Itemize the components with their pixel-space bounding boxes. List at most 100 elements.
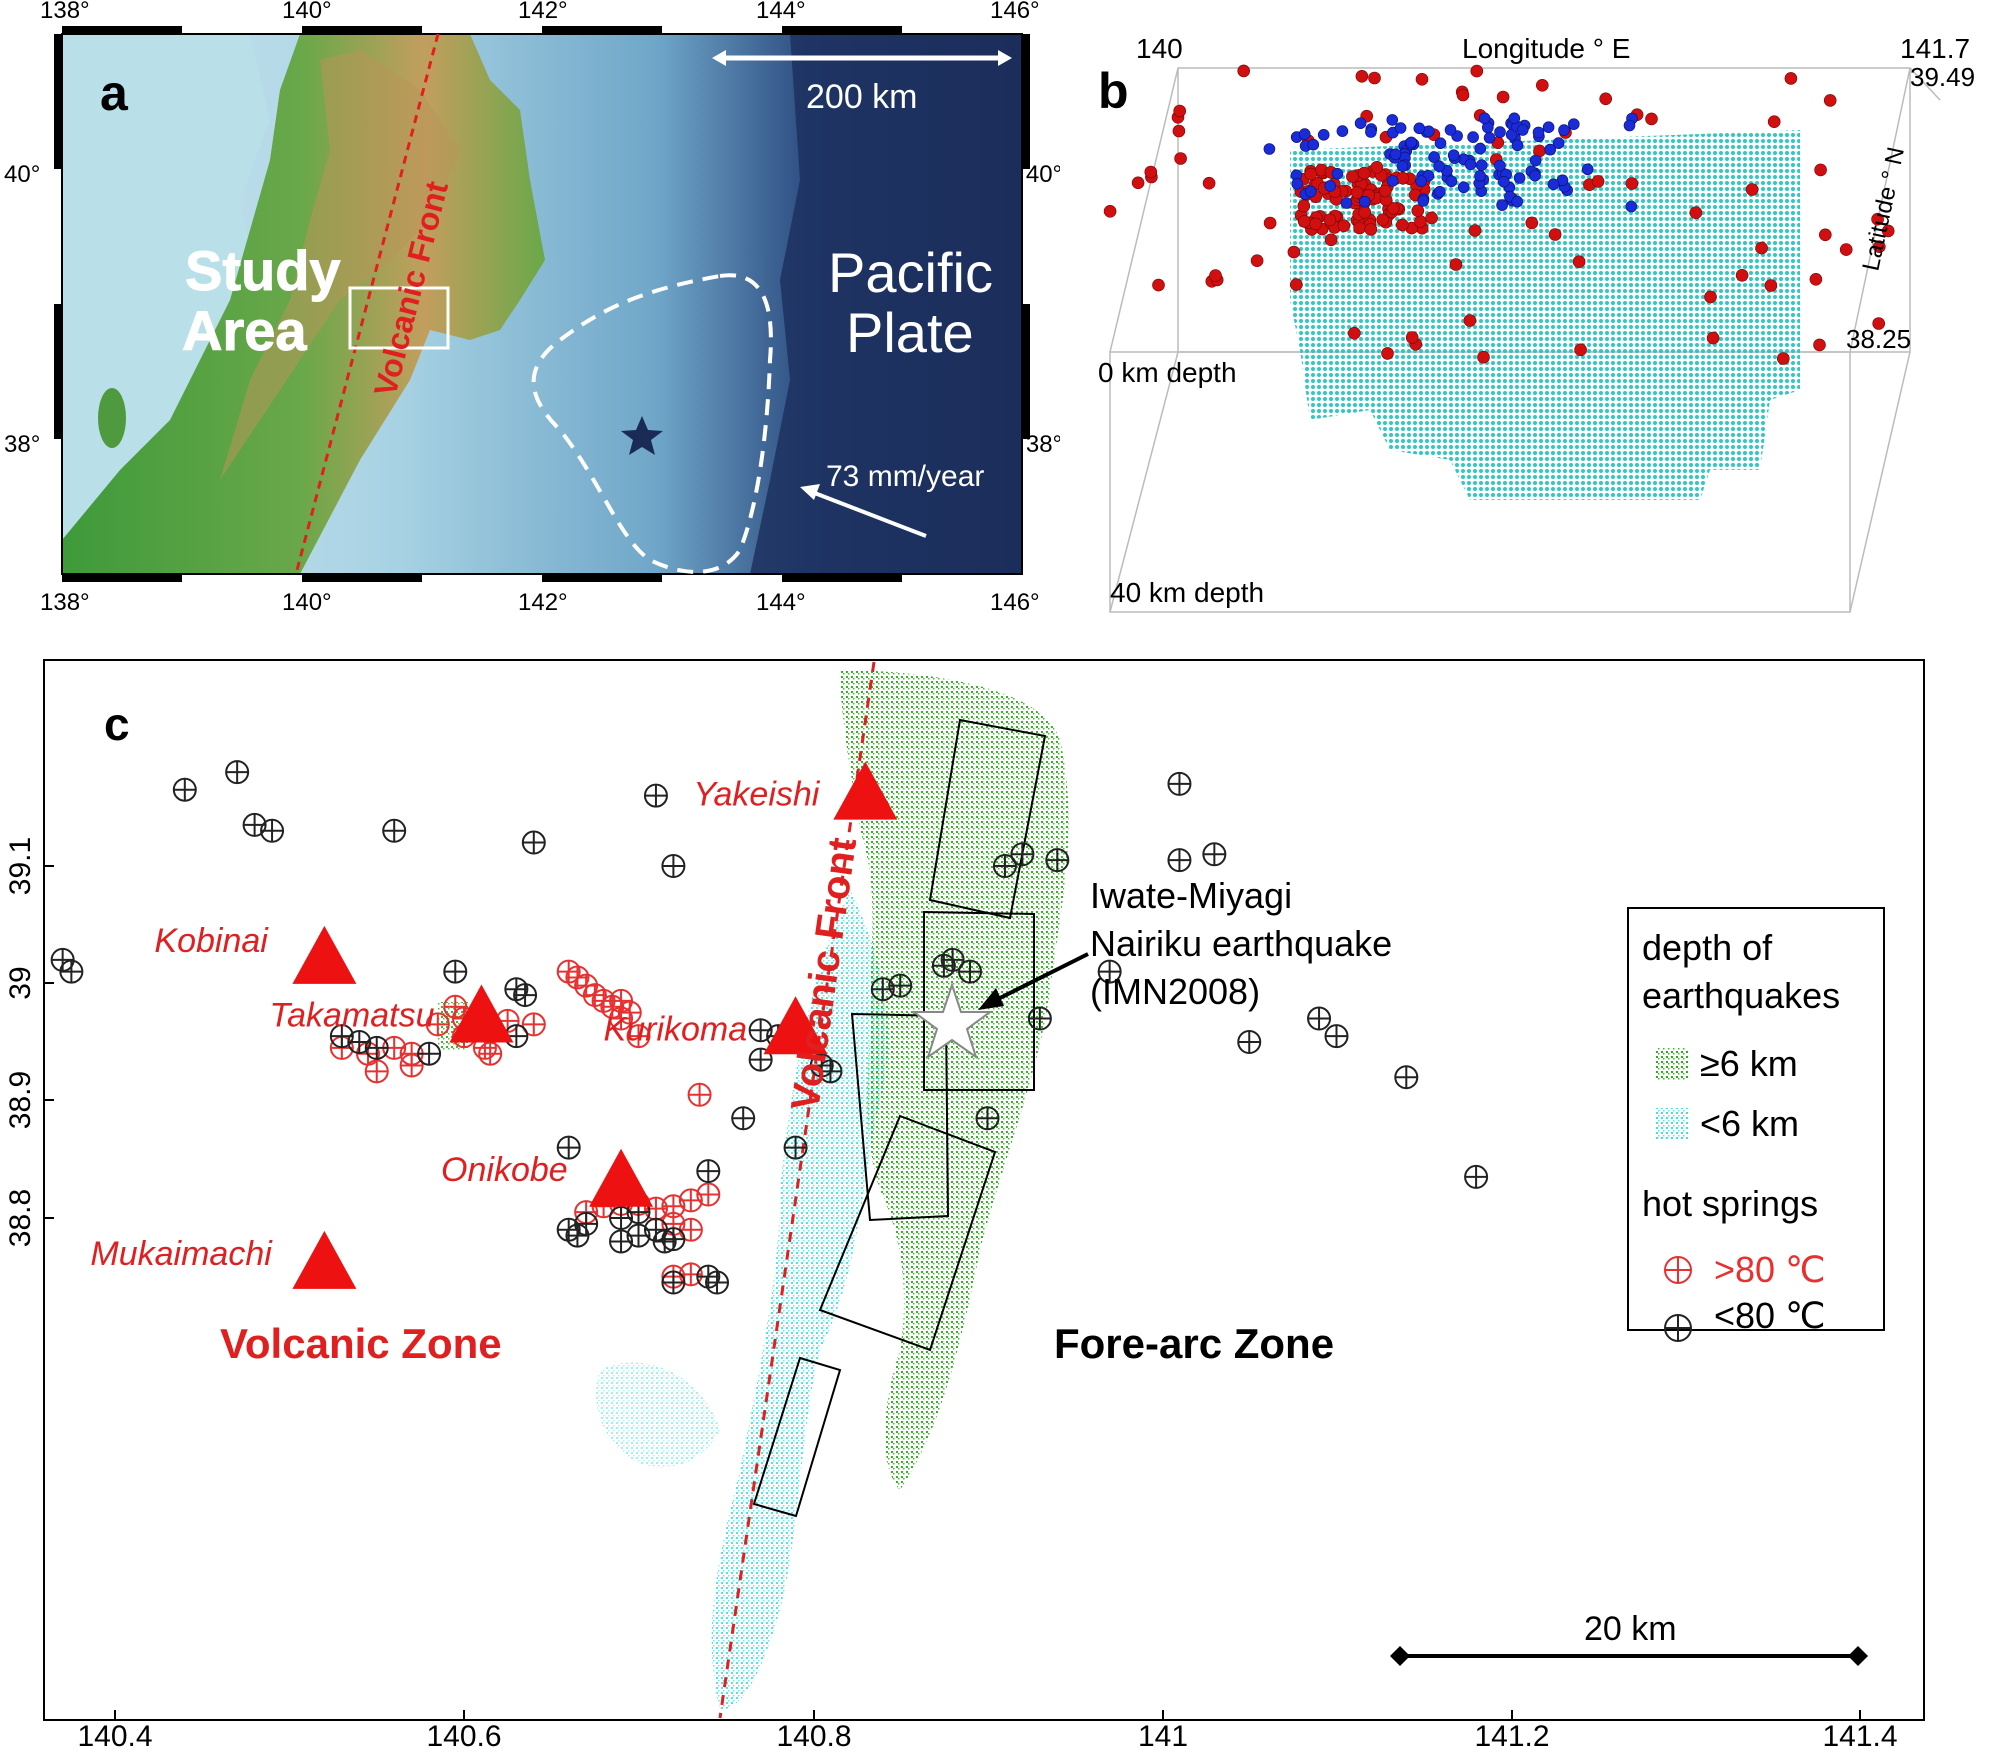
panel-b-lat-bottom: 38.25 <box>1846 324 1911 354</box>
panel-a-frame-bars <box>54 26 1030 582</box>
panel-b-lon-right: 141.7 <box>1900 33 1970 64</box>
blue-event-dot <box>1386 175 1399 187</box>
panel-a-bottom-tick: 146° <box>990 589 1040 616</box>
red-event-dot <box>1535 79 1549 92</box>
blue-event-dot <box>1317 129 1330 141</box>
blue-event-dot <box>1558 124 1570 136</box>
panel-a-study-area-box <box>348 286 450 350</box>
blue-event-dot <box>1305 185 1317 198</box>
red-event-dot <box>1776 352 1790 365</box>
red-event-dot <box>1572 255 1586 269</box>
red-event-dot <box>1131 176 1145 190</box>
hot-spring-icon <box>731 1106 756 1131</box>
red-event-dot <box>1755 241 1768 255</box>
red-event-dot <box>1381 347 1394 360</box>
red-event-dot <box>1202 176 1216 190</box>
blue-event-dot <box>1447 149 1460 161</box>
panel-a-pacific-1: Pacific <box>828 241 993 304</box>
hot-spring-icon <box>783 1135 808 1160</box>
blue-event-dot <box>1547 178 1560 191</box>
hot-spring-icon <box>513 983 538 1008</box>
hot-spring-icon <box>661 1270 686 1295</box>
hot-spring-icon <box>643 783 668 808</box>
blue-event-dot <box>1386 114 1399 126</box>
blue-event-dot <box>1511 139 1524 152</box>
blue-event-dot <box>1433 186 1446 198</box>
blue-event-dot <box>1496 199 1508 211</box>
red-event-dot <box>1250 254 1264 268</box>
panel-a-epicenter-star <box>621 416 663 455</box>
panel-a-scale-label: 200 km <box>806 78 918 116</box>
red-event-dot <box>1357 166 1371 180</box>
blue-event-dot <box>1394 122 1407 134</box>
legend-warm: <80 ℃ <box>1714 1295 1826 1336</box>
blue-event-dot <box>1413 122 1426 135</box>
hot-spring-icon <box>1237 1030 1262 1054</box>
hot-spring-icon <box>260 818 285 843</box>
red-event-dot <box>1574 343 1587 357</box>
panel-a-bottom-tick: 138° <box>40 589 90 616</box>
volcano-triangle-icon <box>589 1148 654 1207</box>
panel-c-legend: depth of earthquakes ≥6 km <6 km hot spr… <box>1627 907 1885 1342</box>
hot-spring-icon <box>609 1006 634 1031</box>
panel-c-volcanic-zone: Volcanic Zone <box>220 1320 502 1367</box>
hot-spring-icon <box>992 854 1017 878</box>
hot-spring-icon <box>1167 771 1192 796</box>
panel-a-top-tick: 142° <box>518 0 568 24</box>
blue-event-dot <box>1340 197 1353 209</box>
hot-spring-icon <box>478 1041 503 1066</box>
panel-b-label: b <box>1098 63 1129 119</box>
legend-warm-spring-icon <box>1664 1314 1692 1342</box>
red-event-dot <box>1368 71 1381 85</box>
blue-event-dot <box>1358 195 1371 208</box>
legend-title-2: earthquakes <box>1642 975 1840 1016</box>
red-event-dot <box>1173 104 1186 118</box>
blue-event-dot <box>1405 136 1418 149</box>
panel-a-label: a <box>100 65 129 121</box>
panel-a-island <box>98 388 126 448</box>
hot-spring-icon <box>975 1106 1000 1131</box>
y-tick-label: 38.9 <box>4 1071 37 1129</box>
red-event-dot <box>1767 115 1781 128</box>
blue-event-dot <box>1464 158 1477 171</box>
panel-c-axes: 140.4 140.6 140.8 141 141.2 141.4 39.1 39 38.9 38… <box>4 837 1898 1753</box>
blue-event-dot <box>1365 126 1377 138</box>
red-event-dot <box>1818 228 1832 242</box>
panel-a-land-relief <box>220 50 460 480</box>
hot-spring-icon <box>1010 842 1035 867</box>
panel-a-left-tick: 38° <box>4 431 40 458</box>
red-event-dot <box>1378 184 1392 198</box>
blue-event-dot <box>1389 148 1402 161</box>
hot-spring-icon <box>225 760 250 785</box>
hot-spring-icon <box>1202 842 1227 867</box>
red-event-dot <box>1496 90 1510 104</box>
panel-a-volcanic-front-line <box>294 33 440 575</box>
red-event-dot <box>1872 317 1886 330</box>
red-event-dot <box>1881 224 1895 238</box>
x-tick-label: 140.4 <box>77 1720 152 1749</box>
red-event-dot <box>1809 272 1823 286</box>
hot-spring-icon <box>364 1059 389 1084</box>
red-event-dot <box>1364 223 1378 236</box>
red-event-dot <box>1470 64 1484 78</box>
panel-b-depth-top: 0 km depth <box>1098 357 1237 388</box>
red-event-dot <box>1814 163 1827 177</box>
blue-event-dot <box>1354 117 1367 129</box>
red-event-dot <box>1309 217 1322 231</box>
red-event-dot <box>1468 224 1482 237</box>
red-event-dot <box>1297 215 1311 228</box>
blue-event-dot <box>1478 112 1491 125</box>
red-event-dot <box>1525 216 1539 230</box>
panel-a-rupture-outline <box>531 273 773 574</box>
red-event-dot <box>1358 205 1372 219</box>
panel-a-bottom-tick: 140° <box>282 589 332 616</box>
panel-a-pacific-2: Plate <box>846 301 974 364</box>
volcano-triangle-icon <box>292 1230 357 1289</box>
panel-a-left-tick: 40° <box>4 161 40 188</box>
red-event-dot <box>1174 152 1187 165</box>
red-event-dot <box>1350 186 1364 199</box>
panel-b-lon-left: 140 <box>1136 33 1183 64</box>
panel-c-hot-springs <box>50 760 1489 1295</box>
panel-a: a 200 km Study Area Volcanic Front Pacif… <box>0 0 1062 620</box>
hot-spring-icon <box>940 947 965 972</box>
